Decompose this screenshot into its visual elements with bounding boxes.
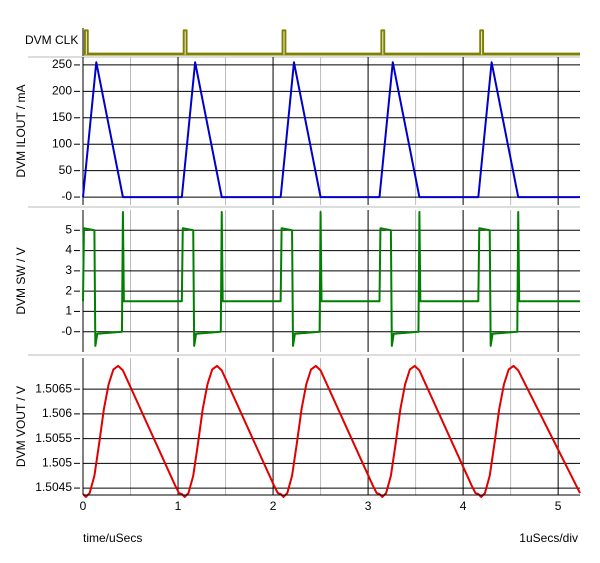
y-tick-label: 50: [59, 163, 73, 177]
x-tick-label: 2: [270, 499, 277, 513]
y-tick-label: 1.5045: [35, 480, 72, 494]
y-tick-label: 150: [52, 110, 72, 124]
signal-line: [82, 364, 581, 498]
signal-line: [82, 211, 580, 347]
x-tick-label: 3: [365, 499, 372, 513]
signal-line: [83, 29, 580, 55]
y-tick-label: 1.5065: [35, 381, 72, 395]
y-tick-label: 1.5055: [35, 431, 72, 445]
y-tick-label: 3: [65, 263, 72, 277]
y-axis-label: DVM SW / V: [14, 247, 28, 314]
x-tick-label: 1: [175, 499, 182, 513]
y-tick-label: 1.506: [42, 406, 72, 420]
y-tick-label: 4: [65, 243, 72, 257]
y-tick-label: 1.505: [42, 456, 72, 470]
y-axis-label: DVM ILOUT / mA: [14, 84, 28, 177]
y-axis-label: DVM VOUT / V: [14, 386, 28, 467]
y-tick-label: 5: [65, 222, 72, 236]
y-tick-label: 100: [52, 136, 72, 150]
x-tick-label: 0: [80, 499, 87, 513]
x-scale-label: 1uSecs/div: [519, 531, 578, 545]
x-tick-label: 5: [555, 499, 562, 513]
signal-line: [82, 61, 580, 199]
y-tick-label: -0: [61, 189, 72, 203]
y-axis-label: DVM CLK: [25, 33, 78, 47]
y-tick-label: 2: [65, 283, 72, 297]
y-tick-label: -0: [61, 324, 72, 338]
y-tick-label: 1: [65, 304, 72, 318]
x-axis-label: time/uSecs: [83, 531, 142, 545]
y-tick-label: 250: [52, 57, 72, 71]
y-tick-label: 200: [52, 84, 72, 98]
x-tick-label: 4: [460, 499, 467, 513]
